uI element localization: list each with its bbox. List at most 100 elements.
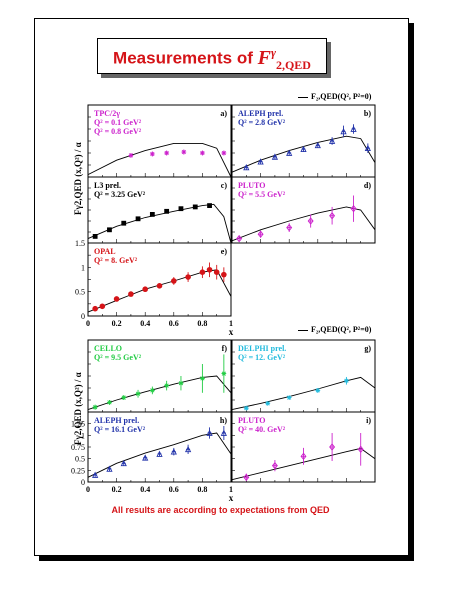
- panel-letter-g: g): [364, 344, 371, 353]
- qed-curve-a-0: [87, 142, 232, 178]
- panel-label-g: Q² = 12. GeV²: [238, 353, 286, 362]
- x-tick-label: 0.4: [140, 485, 150, 494]
- data-point: [265, 400, 271, 406]
- x-tick-label: 0: [86, 485, 90, 494]
- data-point: [171, 278, 177, 284]
- title-box: Measurements of Fγ2,QED: [97, 38, 327, 74]
- x-tick-label: 0.6: [169, 485, 179, 494]
- legend-line-bottom: [298, 329, 308, 331]
- data-point: [135, 391, 141, 397]
- data-point: [181, 149, 187, 155]
- y-tick-label: 0.5: [75, 455, 85, 464]
- qed-curve-d-0: [231, 206, 376, 242]
- panel-label-g: DELPHI prel.: [238, 344, 286, 353]
- legend-text-bottom: F₂,QED(Q², P²=0): [311, 325, 372, 334]
- data-point: [149, 151, 155, 157]
- y-tick-label: 1: [81, 263, 85, 272]
- legend-text-top: F₂,QED(Q², P²=0): [311, 92, 372, 101]
- x-tick-label: 0.2: [112, 485, 122, 494]
- data-point: [243, 405, 249, 411]
- data-point: [121, 395, 127, 400]
- panel-label-e: Q² = 8. GeV²: [94, 256, 138, 265]
- data-point: [314, 141, 321, 149]
- qed-curve-b-0: [231, 135, 376, 173]
- qed-curve-f-0: [87, 375, 232, 411]
- panel-letter-f: f): [222, 344, 228, 353]
- title-symbol: Fγ2,QED: [257, 45, 311, 72]
- data-point: [286, 395, 292, 400]
- data-point: [271, 461, 278, 470]
- y-tick-label: 0.25: [71, 466, 85, 475]
- data-point: [184, 445, 192, 453]
- panel-label-c: Q² = 3.25 GeV²: [94, 190, 146, 199]
- panel-label-d: Q² = 5.5 GeV²: [238, 190, 286, 199]
- panel-g: DELPHI prel.Q² = 12. GeV² g): [231, 339, 376, 413]
- data-point: [300, 145, 307, 153]
- y-tick-label: 1.25: [71, 420, 85, 429]
- x-tick-label: 0: [86, 319, 90, 328]
- data-point: [149, 388, 155, 393]
- data-point: [142, 286, 148, 293]
- data-point: [170, 448, 177, 455]
- data-point: [120, 459, 127, 467]
- data-point: [221, 271, 227, 278]
- qed-curve-g-0: [231, 376, 376, 411]
- panel-label-a: TPC/2γ: [94, 109, 120, 118]
- panel-letter-c: c): [221, 181, 228, 190]
- data-point: [243, 163, 250, 171]
- y-tick-label: 1.5: [75, 239, 85, 248]
- data-point: [364, 144, 371, 152]
- data-point: [107, 227, 112, 233]
- data-point: [344, 378, 349, 384]
- data-point: [307, 217, 314, 225]
- x-tick-label: 0.2: [112, 319, 122, 328]
- data-point: [286, 223, 293, 232]
- data-point: [156, 283, 163, 289]
- data-point: [192, 204, 198, 210]
- panel-label-f: CELLO: [94, 344, 122, 353]
- panel-label-e: OPAL: [94, 247, 116, 256]
- data-point: [92, 471, 99, 478]
- panel-h: ALEPH prel.Q² = 16.1 GeV² h) 0 0.25 0.5 0.75 1…: [71, 411, 234, 503]
- data-point: [121, 220, 127, 226]
- legend-bottom: F₂,QED(Q², P²=0): [298, 325, 371, 334]
- data-point: [236, 234, 243, 243]
- data-point: [220, 429, 227, 436]
- data-point: [357, 445, 364, 454]
- x-tick-label: 0.4: [140, 319, 150, 328]
- panel-letter-d: d): [364, 181, 371, 190]
- x-axis-label: x: [229, 493, 234, 503]
- data-point: [200, 376, 205, 381]
- x-tick-label: 0.8: [197, 319, 207, 328]
- x-tick-label: 1: [229, 485, 233, 494]
- qed-curve-c-0: [87, 203, 232, 244]
- data-point: [164, 383, 170, 388]
- y-tick-label: 1: [81, 431, 85, 440]
- data-point: [206, 266, 213, 273]
- y-tick-label: 0: [81, 312, 85, 321]
- data-point: [206, 429, 213, 436]
- x-tick-label: 1: [229, 319, 233, 328]
- panel-b: ALEPH prel.Q² = 2.8 GeV² b): [231, 104, 376, 178]
- data-point: [221, 150, 227, 156]
- data-point: [149, 212, 155, 217]
- panel-label-h: Q² = 16.1 GeV²: [94, 425, 146, 434]
- data-point: [142, 454, 149, 461]
- qed-curve-h-0: [87, 432, 232, 478]
- panel-letter-i: i): [366, 416, 371, 425]
- data-point: [329, 443, 336, 451]
- data-point: [213, 269, 220, 276]
- data-point: [128, 291, 134, 297]
- title-prefix: Measurements of: [113, 48, 258, 68]
- y-tick-label: 0: [81, 478, 85, 487]
- title-sup: γ: [270, 45, 276, 59]
- data-point: [156, 450, 163, 457]
- data-point: [185, 274, 191, 280]
- data-point: [340, 127, 347, 135]
- data-point: [178, 206, 184, 212]
- data-point: [128, 153, 134, 158]
- data-point: [135, 216, 141, 222]
